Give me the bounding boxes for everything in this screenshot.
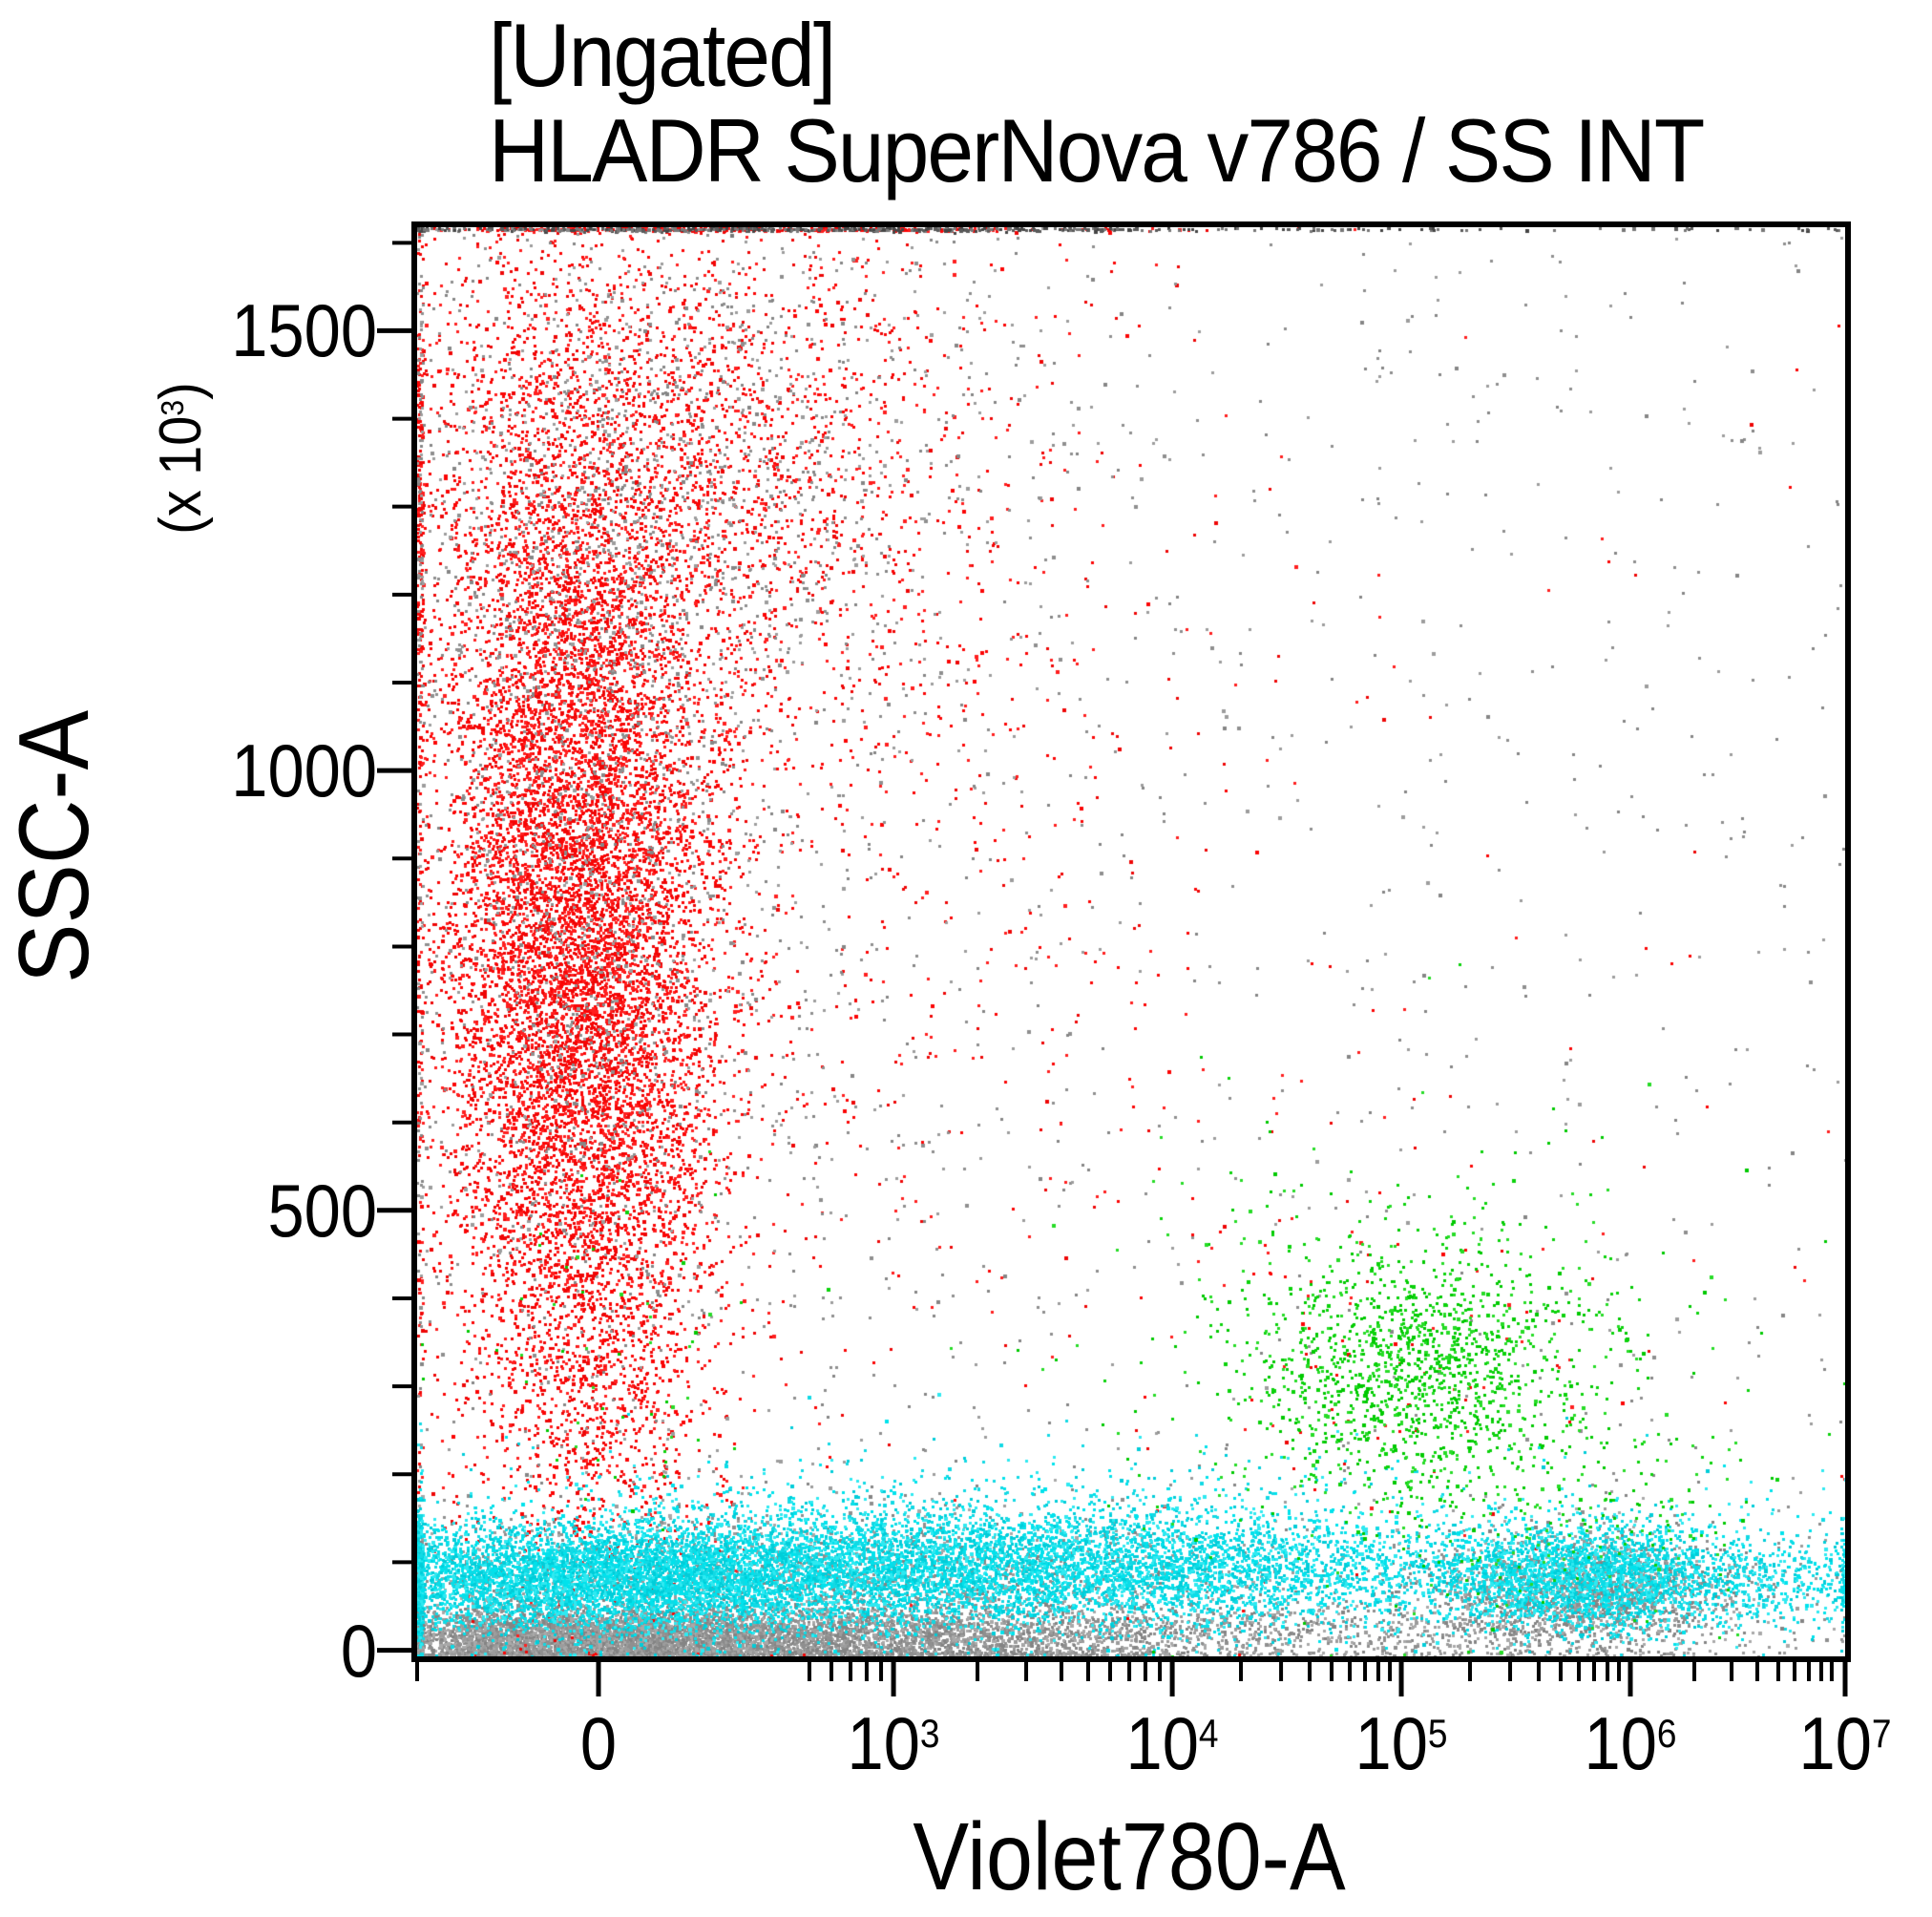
scatter-plot-canvas[interactable] bbox=[417, 227, 1845, 1656]
plot-title-line2: HLADR SuperNova v786 / SS INT bbox=[489, 100, 1705, 200]
y-axis-multiplier-sup: 3 bbox=[155, 399, 191, 416]
y-tick-label-0: 0 bbox=[340, 1608, 377, 1693]
plot-title-line1: [Ungated] bbox=[489, 5, 836, 105]
y-tick-label-1500: 1500 bbox=[231, 288, 377, 373]
y-axis-multiplier-suffix: ) bbox=[148, 382, 214, 400]
x-tick-label-105: 105 bbox=[1354, 1701, 1448, 1785]
x-tick-label-107: 107 bbox=[1798, 1701, 1892, 1785]
y-axis-multiplier-prefix: (x 10 bbox=[148, 415, 214, 535]
x-axis-label: Violet780-A bbox=[913, 1803, 1346, 1910]
plot-title: [Ungated] HLADR SuperNova v786 / SS INT bbox=[489, 5, 1705, 200]
x-tick-label-106: 106 bbox=[1584, 1701, 1677, 1785]
x-tick-label-0: 0 bbox=[579, 1701, 618, 1785]
x-tick-label-103: 103 bbox=[847, 1701, 940, 1785]
x-tick-label-104: 104 bbox=[1125, 1701, 1219, 1785]
y-tick-label-1000: 1000 bbox=[231, 728, 377, 813]
y-axis-label: SSC-A bbox=[0, 709, 110, 984]
y-tick-label-500: 500 bbox=[267, 1168, 377, 1253]
